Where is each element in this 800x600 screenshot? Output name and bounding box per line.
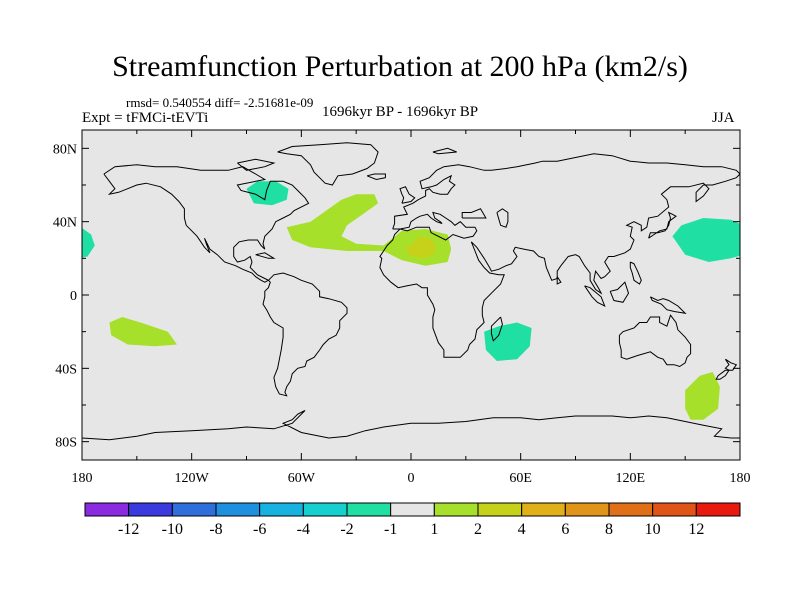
- coast-hudson-islands: [237, 158, 276, 171]
- y-tick-label: 80S: [55, 436, 77, 451]
- colorbar-label: -1: [384, 521, 397, 538]
- experiment-label: Expt = tFMCi-tEVTi: [82, 110, 209, 126]
- stats-label: rmsd= 0.540554 diff= -2.51681e-09: [126, 95, 314, 110]
- y-tick-label: 0: [70, 289, 77, 304]
- coast-black-sea: [461, 208, 487, 219]
- colorbar-swatch: [128, 502, 173, 517]
- y-tick-label: 40S: [55, 362, 77, 377]
- period-label: 1696kyr BP - 1696kyr BP: [321, 104, 479, 120]
- x-tick-label: 180: [72, 471, 93, 486]
- coast-cuba: [255, 252, 276, 259]
- colorbar-label: -10: [162, 521, 183, 538]
- colorbar-swatch: [433, 502, 479, 517]
- x-tick-label: 0: [408, 471, 415, 486]
- region-new-zealand-positive: [685, 372, 720, 420]
- coast-svalbard: [432, 147, 457, 155]
- y-tick-label: 80N: [53, 142, 77, 157]
- colorbar-swatch: [346, 502, 392, 517]
- chart-title: Streamfunction Perturbation at 200 hPa (…: [112, 50, 688, 83]
- coast-sumatra: [584, 285, 606, 308]
- colorbar-label: 8: [605, 521, 613, 538]
- coast-great-britain: [399, 186, 416, 204]
- coast-new-zealand-south: [715, 369, 730, 380]
- coast-south-america: [262, 272, 348, 397]
- colorbar-swatch: [521, 502, 566, 517]
- colorbar-swatch: [652, 502, 697, 517]
- colorbar-swatch: [84, 502, 130, 517]
- x-tick-label: 120E: [616, 471, 646, 486]
- map-background: [82, 130, 740, 460]
- colorbar-label: 1: [430, 521, 438, 538]
- coast-iceland: [366, 173, 386, 181]
- region-s-pacific-positive: [109, 317, 177, 347]
- region-ne-pacific-edge-negative: [82, 227, 95, 258]
- coast-new-guinea: [649, 296, 687, 315]
- colorbar-label: -6: [253, 521, 266, 538]
- coast-madagascar: [490, 316, 503, 342]
- colorbar-label: 12: [688, 521, 704, 538]
- season-label: JJA: [712, 110, 735, 126]
- coast-borneo: [609, 281, 630, 303]
- x-tick-label: 60E: [509, 471, 532, 486]
- colorbar-swatch: [608, 502, 654, 517]
- region-hudson-bay-negative: [246, 181, 289, 206]
- coast-eurasia-africa: [379, 153, 740, 358]
- colorbar-swatch: [564, 502, 610, 517]
- colorbar-swatch: [215, 502, 261, 517]
- coast-philippines: [629, 261, 642, 285]
- region-n-africa-core: [405, 236, 437, 259]
- region-sw-indian-ocean-negative: [484, 322, 532, 361]
- colorbar-label: -8: [209, 521, 222, 538]
- colorbar-label: -2: [340, 521, 353, 538]
- x-tick-label: 60W: [288, 471, 316, 486]
- y-tick-label: 40N: [53, 216, 77, 231]
- coast-sri-lanka: [556, 276, 562, 285]
- colorbar-swatch: [390, 502, 435, 517]
- colorbar-swatch: [695, 502, 741, 517]
- colorbar-swatch: [477, 502, 523, 517]
- colorbar-label: 2: [474, 521, 482, 538]
- colorbar-label: 6: [561, 521, 569, 538]
- colorbar-label: -4: [297, 521, 310, 538]
- colorbar-label: -12: [118, 521, 139, 538]
- coast-antarctica: [82, 410, 740, 441]
- coast-australia: [618, 314, 692, 368]
- region-nw-pacific-negative: [672, 218, 740, 262]
- colorbar-swatch: [302, 502, 348, 517]
- colorbar-label: 4: [518, 521, 526, 538]
- coast-new-zealand: [724, 358, 738, 371]
- coast-caspian: [496, 208, 509, 228]
- coast-japan: [648, 211, 677, 239]
- x-tick-label: 180: [730, 471, 751, 486]
- x-tick-label: 120W: [175, 471, 210, 486]
- coast-greenland: [277, 142, 379, 186]
- colorbar-swatch: [259, 502, 304, 517]
- coast-north-america: [103, 164, 310, 283]
- colorbar-swatch: [171, 502, 217, 517]
- colorbar-label: 10: [645, 521, 661, 538]
